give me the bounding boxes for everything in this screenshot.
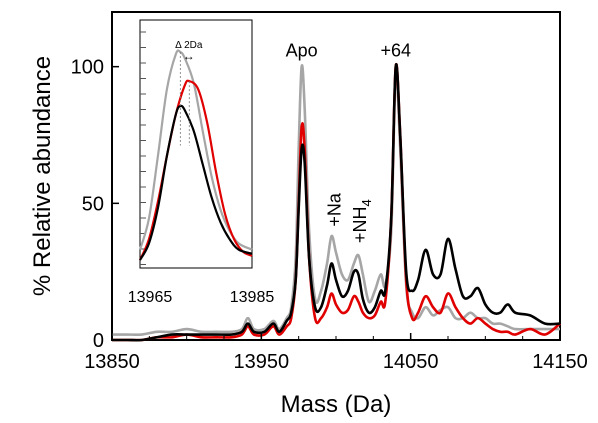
series-layer xyxy=(112,63,561,342)
peak-label-na: +Na xyxy=(325,192,345,227)
inset-frame xyxy=(139,19,253,269)
y-tick-label: 50 xyxy=(82,193,104,215)
inset-x-tick-label: 13965 xyxy=(128,289,173,306)
inset-x-tick-label: 13985 xyxy=(230,289,275,306)
spectrum-line-3 xyxy=(112,63,561,342)
x-axis-ticks: 13850 13950 14050 14150 xyxy=(84,333,588,373)
x-tick-label: 14150 xyxy=(532,351,588,373)
inset-x-tick-labels: 13965 13985 xyxy=(128,289,275,306)
x-axis-title: Mass (Da) xyxy=(281,391,392,418)
peak-label-plus64: +64 xyxy=(380,41,411,61)
y-tick-label: 0 xyxy=(93,330,104,352)
x-tick-label: 13950 xyxy=(234,351,290,373)
spectrum-line-2 xyxy=(112,63,561,342)
inset-plot: Δ 2Da↔ 13965 13985 xyxy=(128,19,275,306)
inset-annotation: Δ 2Da↔ xyxy=(175,40,203,146)
y-axis-title: % Relative abundance xyxy=(29,56,56,296)
x-tick-label: 14050 xyxy=(383,351,439,373)
y-axis-ticks: 0 50 100 xyxy=(71,57,119,352)
x-tick-label: 13850 xyxy=(84,351,140,373)
peak-label-apo: Apo xyxy=(286,41,318,61)
inset-delta-arrow: ↔ xyxy=(183,49,195,63)
inset-delta-label: Δ 2Da xyxy=(175,40,203,51)
y-tick-label: 100 xyxy=(71,57,104,79)
